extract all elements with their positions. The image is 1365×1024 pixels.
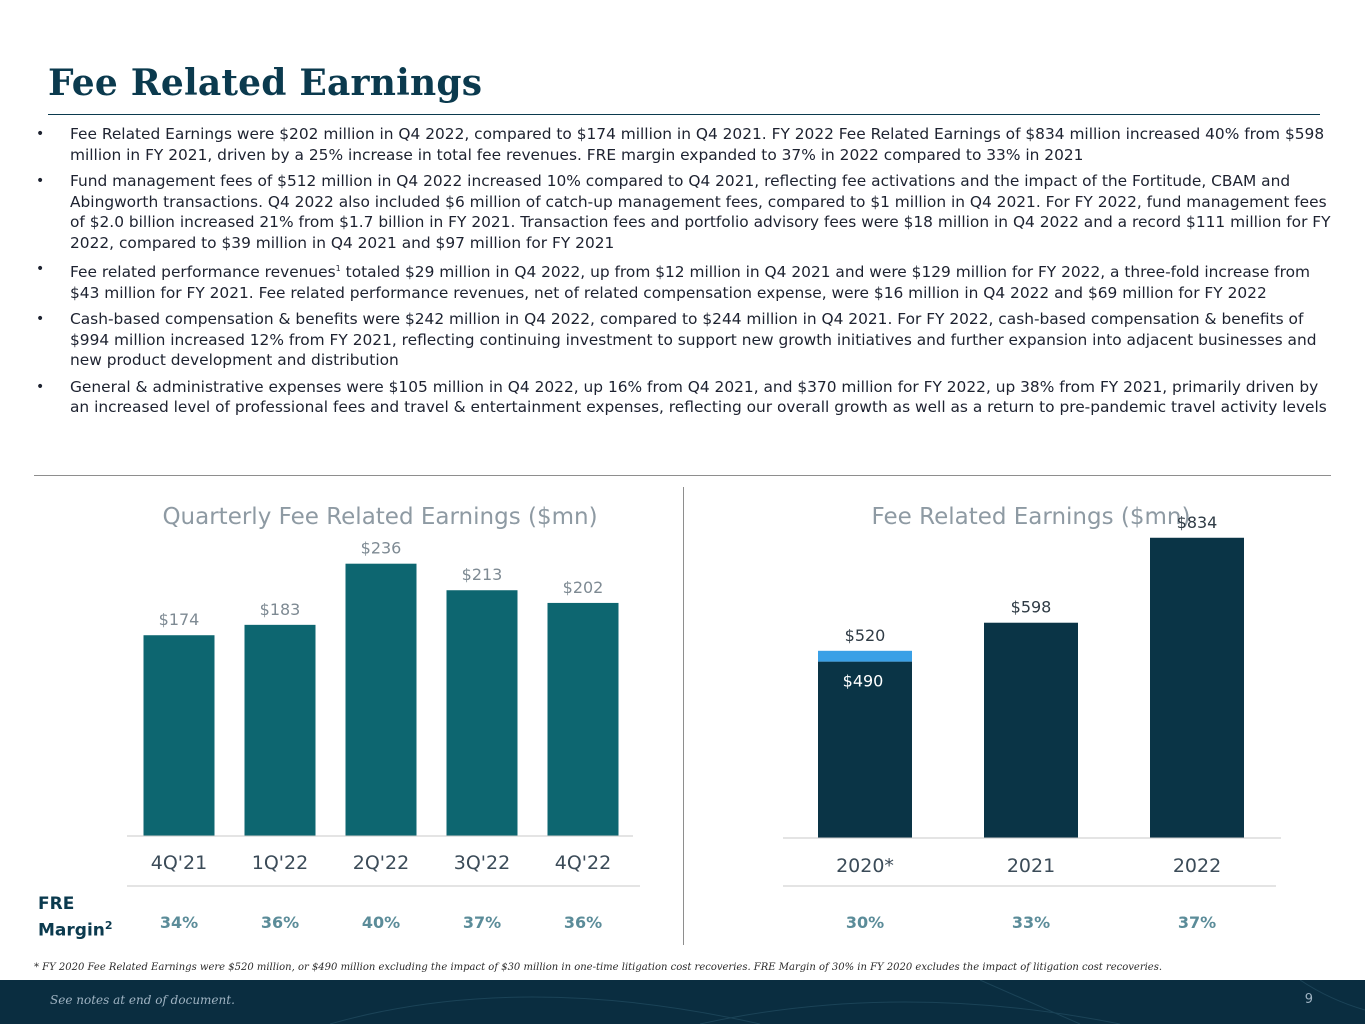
quarterly-fre-margin: 37% xyxy=(463,913,501,932)
bullet-icon: • xyxy=(36,311,45,328)
quarterly-category-label: 1Q'22 xyxy=(252,852,308,874)
quarterly-bar-label: $174 xyxy=(159,610,200,629)
bullet-item: • Fund management fees of $512 million in… xyxy=(36,171,1336,253)
bullet-text: General & administrative expenses were $… xyxy=(70,377,1327,417)
title-divider xyxy=(48,114,1320,115)
footnote-ref: 1 xyxy=(335,264,341,273)
annual-fre-margin: 37% xyxy=(1178,913,1216,932)
footnote: * FY 2020 Fee Related Earnings were $520… xyxy=(34,962,1163,973)
bullet-item: • General & administrative expenses were … xyxy=(36,377,1336,418)
bullet-text: Fee Related Earnings were $202 million i… xyxy=(70,125,1325,164)
footer-notes: See notes at end of document. xyxy=(50,993,235,1007)
annual-bar-base-label: $490 xyxy=(843,672,884,691)
quarterly-category-label: 3Q'22 xyxy=(454,852,510,874)
bullet-text: Fund management fees of $512 million in … xyxy=(70,172,1331,252)
section-divider xyxy=(34,475,1331,476)
quarterly-bar-label: $183 xyxy=(260,600,301,619)
annual-bar-label: $520 xyxy=(845,626,886,645)
annual-chart-title: Fee Related Earnings ($mn) xyxy=(872,504,1191,530)
quarterly-bar xyxy=(446,590,518,836)
quarterly-bar-label: $236 xyxy=(361,539,402,558)
annual-fre-margin: 30% xyxy=(846,913,884,932)
page-title: Fee Related Earnings xyxy=(48,62,483,104)
quarterly-fre-margin: 36% xyxy=(564,913,602,932)
bullet-icon: • xyxy=(36,173,45,189)
annual-category-label: 2020* xyxy=(836,855,894,877)
commentary-bullets: • Fee Related Earnings were $202 million … xyxy=(36,124,1336,424)
bullet-text: totaled $29 million in Q4 2022, up from … xyxy=(70,263,1310,302)
annual-bar-litigation-segment xyxy=(818,650,912,662)
quarterly-category-label: 4Q'22 xyxy=(555,852,611,874)
annual-bar xyxy=(984,622,1078,838)
bullet-icon: • xyxy=(36,261,45,277)
quarterly-fre-margin: 40% xyxy=(362,913,400,932)
bullet-icon: • xyxy=(36,378,45,395)
annual-bar-label: $598 xyxy=(1011,598,1052,617)
quarterly-category-label: 4Q'21 xyxy=(151,852,207,874)
bullet-text: Fee related performance revenues xyxy=(70,263,336,282)
quarterly-bar-label: $202 xyxy=(563,578,604,597)
quarterly-chart-title: Quarterly Fee Related Earnings ($mn) xyxy=(162,504,597,530)
annual-category-label: 2022 xyxy=(1173,855,1221,877)
bullet-icon: • xyxy=(36,126,45,142)
quarterly-bar xyxy=(345,563,417,836)
quarterly-bar-label: $213 xyxy=(462,565,503,584)
annual-fre-margin: 33% xyxy=(1012,913,1050,932)
chart-divider xyxy=(683,487,684,945)
fre-margin-label: FRE Margin2 xyxy=(38,894,113,941)
annual-bar xyxy=(818,661,912,838)
bullet-text: Cash-based compensation & benefits were … xyxy=(70,310,1317,370)
bullet-item: • Cash-based compensation & benefits were… xyxy=(36,309,1336,371)
quarterly-category-label: 2Q'22 xyxy=(353,852,409,874)
annual-category-label: 2021 xyxy=(1007,855,1055,877)
quarterly-bar xyxy=(244,624,316,836)
annual-bar-label: $834 xyxy=(1177,513,1218,532)
quarterly-bar xyxy=(143,635,215,836)
quarterly-fre-margin: 34% xyxy=(160,913,198,932)
bullet-item: • Fee Related Earnings were $202 million … xyxy=(36,124,1336,165)
annual-bar xyxy=(1150,537,1244,838)
quarterly-bar xyxy=(547,602,619,836)
page-number: 9 xyxy=(1304,992,1313,1007)
footer-decoration xyxy=(329,980,1365,1024)
charts-canvas: Quarterly Fee Related Earnings ($mn) $174… xyxy=(127,504,1281,932)
footer-bar: See notes at end of document. 9 xyxy=(0,980,1365,1024)
quarterly-fre-margin: 36% xyxy=(261,913,299,932)
bullet-item: • Fee related performance revenues1 total… xyxy=(36,259,1336,303)
